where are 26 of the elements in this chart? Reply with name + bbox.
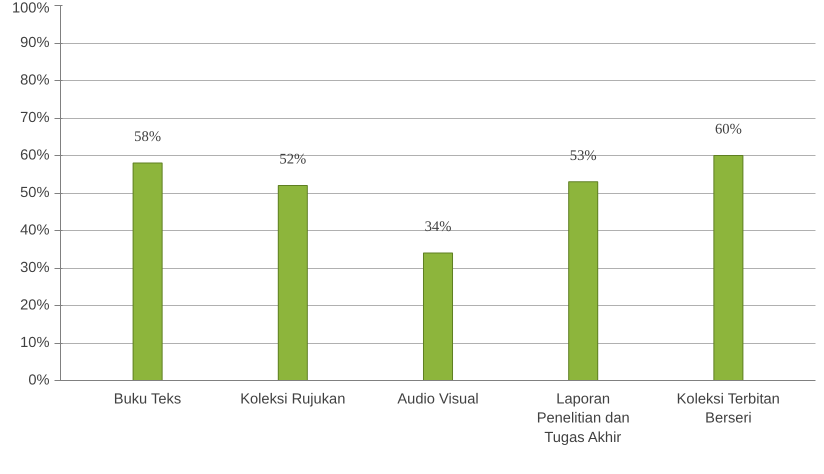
data-label: 53% [570,148,597,164]
x-tick-label: Koleksi Rujukan [240,392,346,408]
y-tick-label: 10% [20,335,50,351]
bar [713,155,744,380]
bar [568,181,598,380]
data-label: 60% [714,122,742,138]
y-tick-label: 100% [12,0,50,16]
data-label: 58% [134,129,162,145]
bar [132,162,163,380]
y-tick-label: 30% [20,260,50,276]
y-tick-label: 60% [20,148,50,164]
x-tick-label: Buku Teks [114,392,182,408]
y-tick-label: 20% [20,298,50,314]
data-label: 52% [279,152,306,168]
y-tick-label: 70% [20,110,50,126]
y-tick-label: 90% [20,35,50,51]
bar [422,252,454,380]
x-tick-label: Laporan Penelitian dan Tugas Akhir [536,392,630,446]
y-tick-label: 40% [20,222,50,238]
data-label: 34% [424,219,452,235]
y-tick-label: 0% [28,372,50,388]
x-tick-label: Koleksi Terbitan Berseri [676,392,780,427]
bar [278,185,308,380]
y-tick-label: 50% [20,185,50,201]
x-tick-label: Audio Visual [397,392,479,408]
y-tick-label: 80% [20,72,50,88]
